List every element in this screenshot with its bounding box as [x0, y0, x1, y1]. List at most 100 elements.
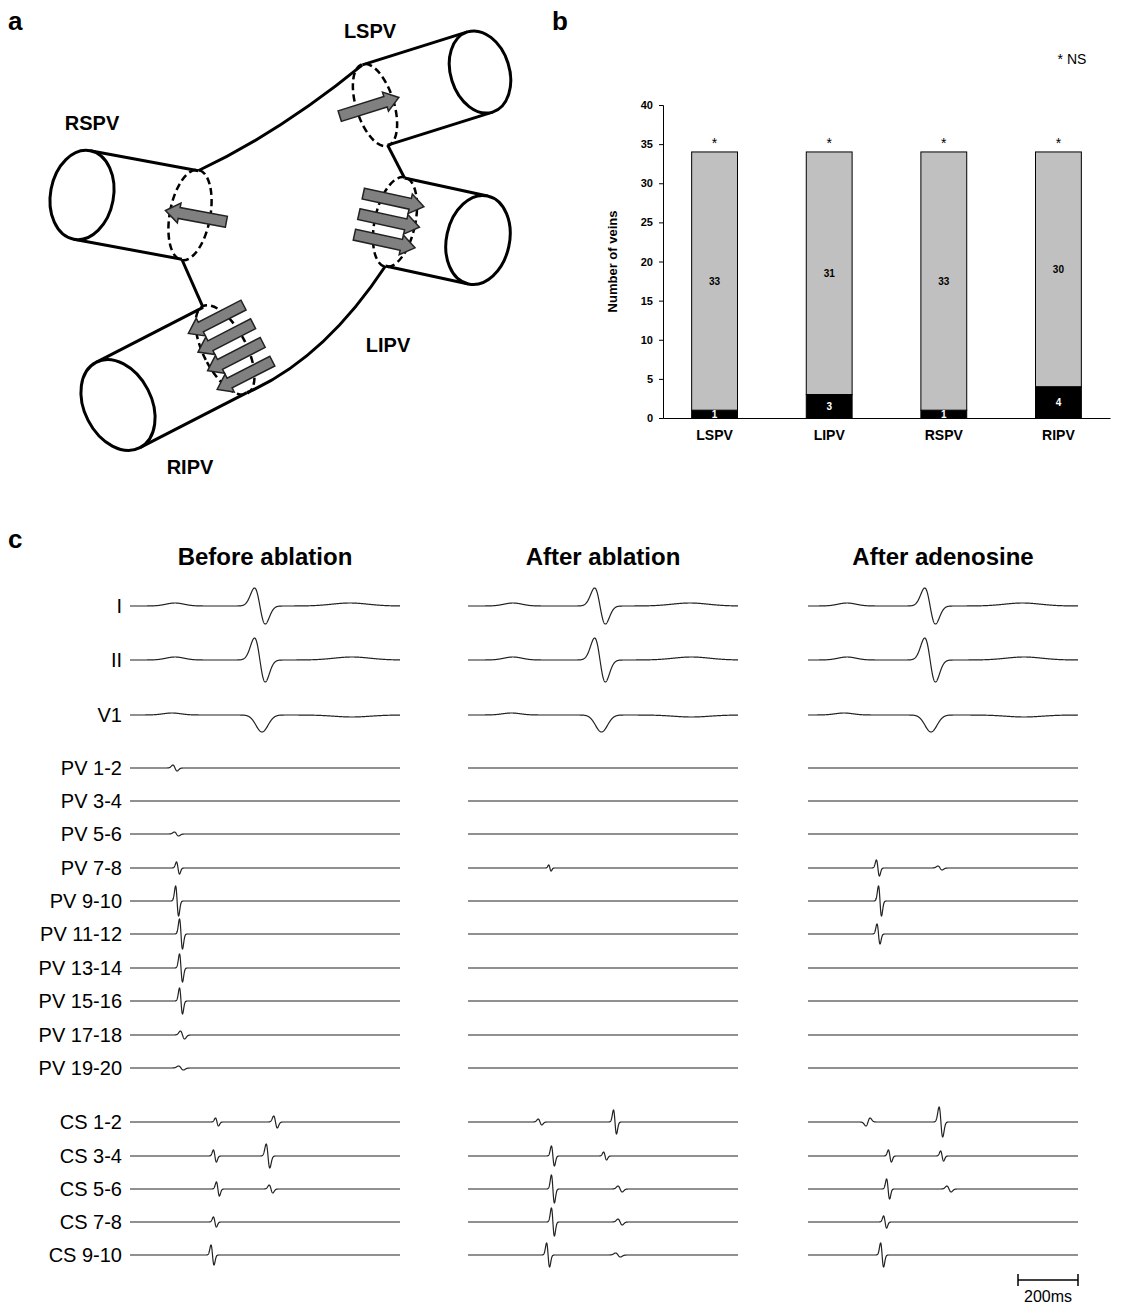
- y-tick-mark: [659, 262, 663, 263]
- trace: [468, 865, 738, 871]
- channel-label: PV 9-10: [50, 890, 122, 912]
- scale-bar-end: [1017, 1274, 1019, 1286]
- trace: [808, 967, 1078, 968]
- y-tick: 10: [641, 334, 663, 346]
- x-tick-label: RIPV: [1042, 427, 1075, 443]
- channel-label: PV 5-6: [61, 823, 122, 845]
- trace-column: After ablation: [468, 543, 738, 1267]
- trace: [468, 1067, 738, 1068]
- vein-opening: [438, 189, 519, 290]
- vein-opening: [66, 347, 170, 463]
- y-tick: 30: [641, 177, 663, 189]
- trace: [468, 1034, 738, 1035]
- trace: [130, 638, 400, 682]
- bar-segment: [921, 152, 967, 410]
- trace: [808, 1179, 1078, 1199]
- trace: [468, 967, 738, 968]
- scale-bar-label: 200ms: [1024, 1288, 1072, 1305]
- channel-label: PV 7-8: [61, 857, 122, 879]
- trace: [130, 800, 400, 801]
- bar-annotation: *: [941, 135, 947, 151]
- trace: [808, 1107, 1078, 1137]
- data-label: 30: [1053, 264, 1065, 275]
- data-label: 33: [938, 276, 950, 287]
- trace: [130, 832, 400, 836]
- data-label: 3: [826, 401, 832, 412]
- trace: [130, 1031, 400, 1039]
- data-labels: 131433313330: [709, 264, 1064, 420]
- channel-label: PV 15-16: [39, 990, 122, 1012]
- trace: [468, 767, 738, 768]
- channel-label: PV 19-20: [39, 1057, 122, 1079]
- bar-annotation: *: [712, 135, 718, 151]
- trace: [808, 1000, 1078, 1001]
- y-tick: 5: [647, 373, 663, 385]
- trace: [130, 713, 400, 732]
- vein-label: LSPV: [344, 20, 397, 42]
- trace: [130, 1116, 400, 1128]
- atrium-wall: [247, 266, 386, 393]
- scale-bar-end: [1077, 1274, 1079, 1286]
- channel-label: CS 9-10: [49, 1244, 122, 1266]
- pv-diagram: LSPVLIPVRSPVRIPV: [43, 20, 521, 478]
- x-axis: LSPVLIPVRSPVRIPV: [664, 418, 1111, 443]
- y-tick-label: 20: [641, 256, 653, 268]
- y-axis-title: Number of veins: [605, 211, 620, 313]
- trace: [808, 713, 1078, 732]
- trace: [130, 886, 400, 916]
- trace: [130, 1144, 400, 1168]
- atrium-wall: [198, 65, 362, 171]
- x-axis-line: [664, 418, 1111, 419]
- bar-segment: [1036, 387, 1082, 418]
- y-tick-label: 40: [641, 99, 653, 111]
- trace: [808, 886, 1078, 916]
- trace: [130, 862, 400, 874]
- y-tick-mark: [659, 340, 663, 341]
- bar-segment: [806, 395, 852, 418]
- panel-label: a: [8, 6, 23, 36]
- x-tick-label: LIPV: [814, 427, 846, 443]
- channel-label: PV 13-14: [39, 957, 122, 979]
- trace: [468, 1000, 738, 1001]
- x-tick: LSPV: [696, 418, 733, 443]
- y-tick-mark: [659, 144, 663, 145]
- trace: [808, 1150, 1078, 1162]
- bars: [692, 152, 1082, 418]
- trace: [468, 833, 738, 834]
- trace: [468, 1146, 738, 1166]
- channel-label: PV 11-12: [40, 923, 122, 945]
- trace: [130, 1182, 400, 1196]
- channel-label: CS 5-6: [60, 1178, 122, 1200]
- trace: [468, 638, 738, 682]
- trace-column: After adenosine: [808, 543, 1078, 1267]
- trace: [130, 765, 400, 771]
- y-tick-mark: [659, 183, 663, 184]
- y-tick-label: 5: [647, 373, 653, 385]
- channel-label: CS 3-4: [60, 1145, 122, 1167]
- x-tick: LIPV: [814, 418, 846, 443]
- y-tick-mark: [659, 301, 663, 302]
- channel-label: PV 1-2: [61, 757, 122, 779]
- y-tick-mark: [659, 222, 663, 223]
- trace: [808, 1034, 1078, 1035]
- y-tick-label: 0: [647, 412, 653, 424]
- atrium-wall: [182, 259, 203, 307]
- y-tick: 40: [641, 99, 663, 111]
- channel-label: CS 7-8: [60, 1211, 122, 1233]
- trace-column: Before ablation: [130, 543, 400, 1265]
- vein-label: LIPV: [366, 334, 411, 356]
- channel-label: PV 17-18: [39, 1024, 122, 1046]
- vein-wall: [96, 307, 203, 362]
- trace: [808, 924, 1078, 944]
- y-tick-mark: [659, 105, 663, 106]
- y-tick-label: 15: [641, 295, 653, 307]
- trace: [130, 1245, 400, 1265]
- trace: [468, 800, 738, 801]
- y-tick-mark: [659, 379, 663, 380]
- y-tick-label: 25: [641, 216, 653, 228]
- data-label: 31: [824, 268, 836, 279]
- vein-label: RSPV: [65, 112, 120, 134]
- conduction-arrow: [164, 201, 229, 232]
- electrograms: IIIV1PV 1-2PV 3-4PV 5-6PV 7-8PV 9-10PV 1…: [39, 543, 1078, 1305]
- trace: [808, 800, 1078, 801]
